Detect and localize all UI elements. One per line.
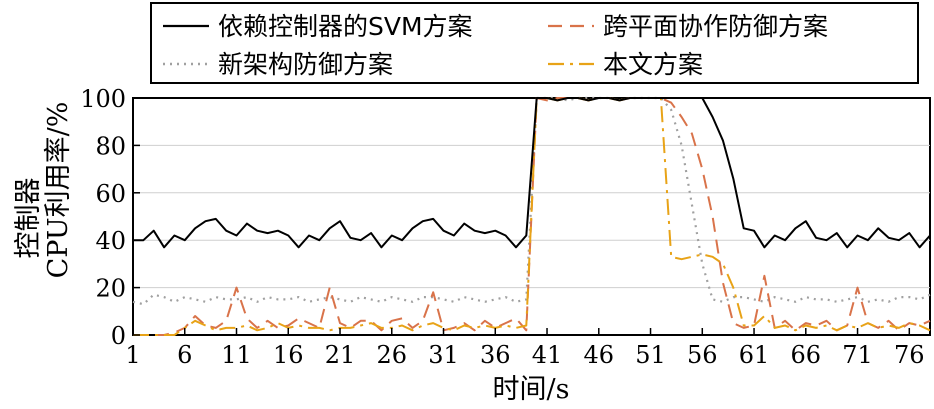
x-tick-label-6: 31 [428, 341, 459, 369]
x-tick-label-15: 76 [894, 341, 925, 369]
x-tick-label-8: 41 [532, 341, 563, 369]
y-axis-label-line2: CPU利用率/% [43, 102, 74, 279]
tick-marks [132, 97, 911, 336]
x-tick-label-3: 16 [273, 341, 304, 369]
legend-label-0: 依赖控制器的SVM方案 [218, 12, 473, 41]
series-line-3 [133, 97, 931, 336]
x-tick-label-10: 51 [635, 341, 666, 369]
legend-label-3: 本文方案 [603, 50, 703, 79]
x-tick-label-1: 6 [177, 341, 192, 369]
x-tick-label-12: 61 [739, 341, 770, 369]
y-tick-label-3: 60 [95, 180, 126, 208]
y-tick-label-5: 100 [80, 85, 126, 113]
grid-lines [133, 144, 930, 289]
y-tick-label-4: 80 [95, 132, 126, 160]
y-axis-label: 控制器 CPU利用率/% [13, 102, 74, 279]
legend-box [150, 2, 919, 84]
x-tick-label-9: 46 [584, 341, 615, 369]
x-tick-label-4: 21 [325, 341, 356, 369]
x-tick-label-0: 1 [125, 341, 140, 369]
x-tick-label-2: 11 [221, 341, 252, 369]
legend-label-1: 跨平面协作防御方案 [603, 12, 828, 41]
y-tick-label-1: 20 [95, 275, 126, 303]
series-layer [132, 96, 931, 336]
y-tick-label-2: 40 [95, 227, 126, 255]
y-tick-labels: 0 20 40 60 80 100 [80, 85, 126, 350]
x-tick-label-13: 66 [791, 341, 822, 369]
x-tick-label-11: 56 [687, 341, 718, 369]
x-axis-label: 时间/s [493, 374, 570, 405]
y-tick-label-0: 0 [111, 322, 126, 350]
x-tick-label-14: 71 [842, 341, 873, 369]
x-tick-labels: 1 6 11 16 21 26 31 36 41 46 51 56 61 66 71 76 [125, 341, 924, 369]
y-axis-label-line1: 控制器 [13, 178, 44, 259]
plot-area [132, 97, 931, 336]
legend-label-2: 新架构防御方案 [218, 50, 393, 79]
x-tick-label-5: 26 [376, 341, 407, 369]
series-line-0 [133, 97, 931, 249]
x-tick-label-7: 36 [480, 341, 511, 369]
